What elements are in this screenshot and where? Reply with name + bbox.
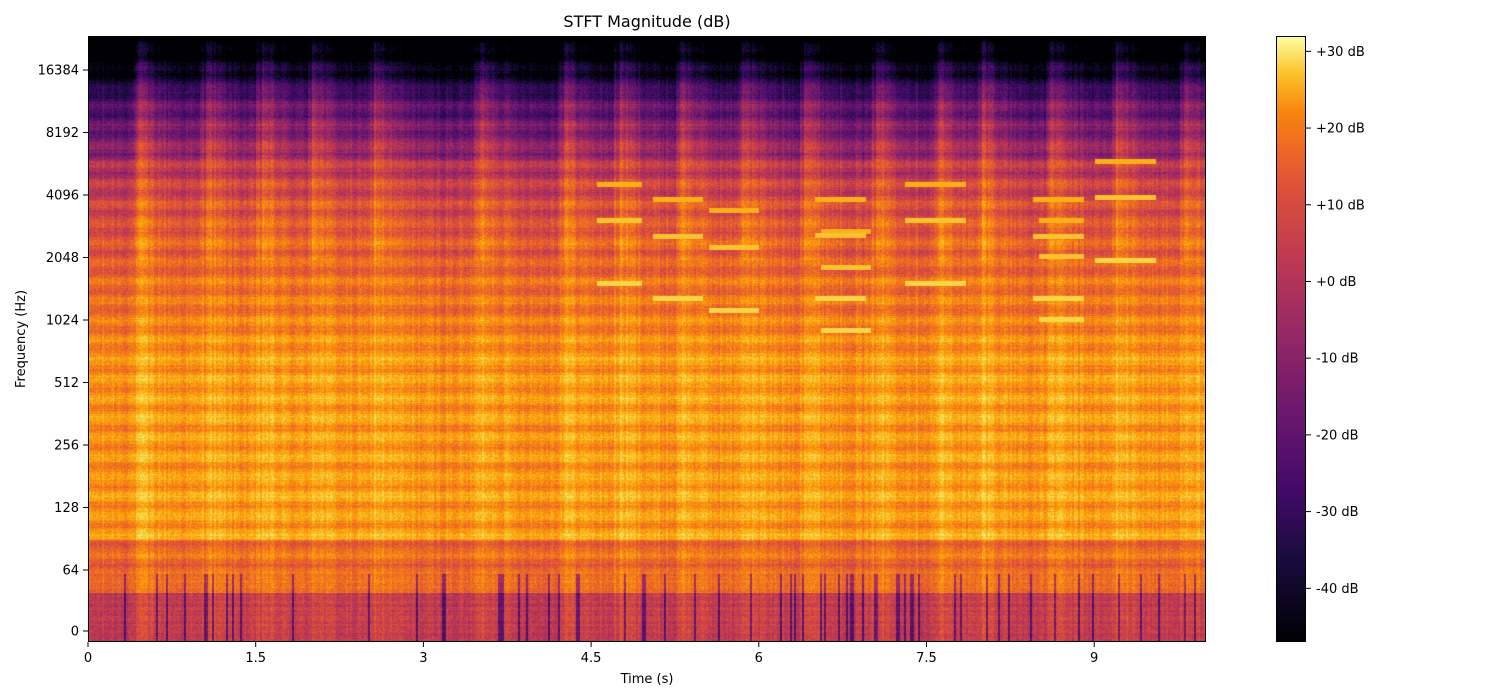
y-tick-label: 512 xyxy=(54,376,79,391)
colorbar-tick-label: -10 dB xyxy=(1316,352,1359,367)
x-axis: 0 1.5 3 4.5 6 7.5 9 xyxy=(84,642,1098,666)
y-tick-label: 256 xyxy=(54,439,79,454)
colorbar-tick-label: +30 dB xyxy=(1316,45,1365,60)
plot-area xyxy=(88,36,1206,642)
y-tick-label: 16384 xyxy=(38,64,79,79)
colorbar-tick-label: -30 dB xyxy=(1316,505,1359,520)
x-tick-label: 7.5 xyxy=(916,651,937,666)
y-tick-label: 1024 xyxy=(46,314,79,329)
colorbar-tick-label: +20 dB xyxy=(1316,122,1365,137)
colorbar-tick-label: -40 dB xyxy=(1316,582,1359,597)
colorbar: +30 dB +20 dB +10 dB +0 dB -10 dB -20 dB -30 d… xyxy=(1276,36,1365,642)
colorbar-tick-label: -20 dB xyxy=(1316,428,1359,443)
y-tick-label: 4096 xyxy=(46,189,79,204)
y-axis: 0 64 128 256 512 1024 2048 4096 8192 16384 xyxy=(38,64,88,640)
x-tick-label: 4.5 xyxy=(581,651,602,666)
colorbar-tick-label: +0 dB xyxy=(1316,275,1356,290)
x-tick-label: 9 xyxy=(1090,651,1098,666)
y-axis-label: Frequency (Hz) xyxy=(14,290,29,388)
x-tick-label: 0 xyxy=(84,651,92,666)
x-tick-label: 3 xyxy=(419,651,427,666)
y-tick-label: 64 xyxy=(62,564,79,579)
x-tick-label: 1.5 xyxy=(245,651,266,666)
y-tick-label: 128 xyxy=(54,501,79,516)
chart-title: STFT Magnitude (dB) xyxy=(563,12,730,31)
colorbar-ticks: +30 dB +20 dB +10 dB +0 dB -10 dB -20 dB -30 d… xyxy=(1306,45,1365,597)
colorbar-frame xyxy=(1276,36,1306,642)
colorbar-tick-label: +10 dB xyxy=(1316,198,1365,213)
y-tick-label: 2048 xyxy=(46,251,79,266)
colorbar-gradient xyxy=(1276,36,1306,642)
y-tick-label: 0 xyxy=(71,625,79,640)
plot-frame xyxy=(88,36,1206,642)
spectrogram-heatmap xyxy=(88,36,1206,642)
x-axis-label: Time (s) xyxy=(620,672,674,687)
x-tick-label: 6 xyxy=(755,651,763,666)
y-tick-label: 8192 xyxy=(46,126,79,141)
